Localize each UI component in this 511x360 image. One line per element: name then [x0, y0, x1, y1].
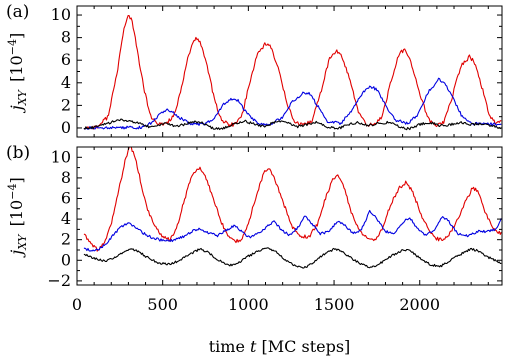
y-tick-label: 0 [61, 250, 71, 269]
series-group [83, 147, 502, 269]
panel-a-plot: 0 2 4 6 8 10 [51, 5, 503, 138]
y-tick-label: 0 [61, 118, 71, 137]
y-tick-label: 10 [51, 5, 71, 24]
x-tick-label: 2000 [399, 295, 440, 314]
x-tick-label: 1500 [314, 295, 355, 314]
panel-b-series-2 [83, 209, 502, 252]
panel-b-y-axis-label: jXY [10−4] [6, 177, 29, 257]
y-tick-label: 6 [61, 188, 71, 207]
series-group [83, 14, 502, 131]
panel-a-y-axis-label: jXY [10−4] [6, 33, 29, 113]
y-tick-label: 4 [61, 73, 71, 92]
y-tick-label: 2 [61, 95, 71, 114]
panel-b-label: (b) [6, 143, 30, 163]
y-tick-label: 2 [61, 230, 71, 249]
panel-a: (a) jXY [10−4] 0 2 4 6 8 10 [6, 2, 503, 138]
panel-a-series-1 [83, 14, 502, 130]
x-tick-label: 1000 [228, 295, 269, 314]
y-tick-label: −2 [47, 271, 71, 290]
y-tick-label: 10 [51, 147, 71, 166]
y-tick-label: 8 [61, 28, 71, 47]
panel-a-series-3 [83, 118, 502, 131]
y-axis-label-text: jXY [10−4] [6, 33, 29, 113]
panel-a-label: (a) [6, 2, 29, 22]
x-tick-label: 0 [72, 295, 82, 314]
y-axis-label-text: jXY [10−4] [6, 177, 29, 257]
panel-b-series-1 [83, 147, 502, 252]
y-tick-label: 8 [61, 168, 71, 187]
x-axis-label-text: time t [MC steps] [209, 337, 351, 356]
panel-a-series-2 [83, 77, 502, 130]
y-tick-label: 6 [61, 50, 71, 69]
y-tick-label: 4 [61, 209, 71, 228]
x-axis-label: time t [MC steps] [209, 337, 351, 356]
x-tick-label: 500 [147, 295, 178, 314]
panel-b-series-3 [83, 247, 502, 269]
panel-b-frame [76, 146, 503, 286]
